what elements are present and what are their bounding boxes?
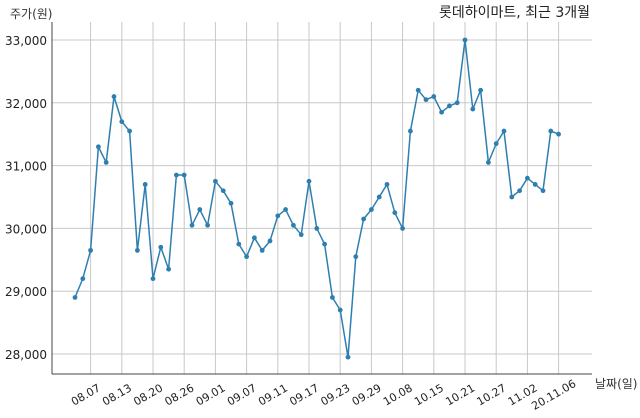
grid <box>52 22 592 374</box>
x-tick-label: 20.11.06 <box>529 377 578 413</box>
data-point <box>361 216 366 222</box>
data-point <box>174 172 179 178</box>
x-tick-label: 10.27 <box>475 381 509 408</box>
data-point <box>408 128 413 134</box>
series-line <box>74 39 559 358</box>
data-point <box>345 354 351 360</box>
data-point <box>96 144 101 150</box>
data-point <box>337 307 343 313</box>
data-point <box>252 235 257 241</box>
data-point <box>486 160 491 165</box>
data-point <box>197 207 203 212</box>
x-axis-label: 날짜(일) <box>595 377 637 391</box>
data-point <box>376 194 382 200</box>
y-tick-label: 32,000 <box>5 97 47 111</box>
data-point <box>88 247 93 253</box>
x-tick-label: 10.21 <box>443 381 477 408</box>
data-point <box>181 172 187 178</box>
y-tick-label: 29,000 <box>5 285 47 299</box>
x-tick-label: 09.17 <box>287 381 321 408</box>
data-point <box>259 247 265 253</box>
data-point <box>454 100 460 106</box>
data-point <box>439 109 444 115</box>
x-tick-label: 09.23 <box>319 381 353 408</box>
data-point <box>127 128 132 134</box>
data-point <box>369 207 374 212</box>
data-point <box>525 175 530 181</box>
data-point <box>384 182 390 187</box>
data-point <box>80 276 86 282</box>
data-point <box>150 276 156 282</box>
x-tick-label: 10.08 <box>381 381 415 408</box>
data-point <box>158 244 164 250</box>
data-point <box>142 182 148 187</box>
data-point <box>166 266 172 272</box>
x-tick-label: 08.07 <box>69 381 103 408</box>
data-point <box>462 37 468 43</box>
data-point <box>291 222 296 228</box>
data-point <box>220 188 226 194</box>
data-point <box>556 131 561 137</box>
data-point <box>470 106 476 112</box>
data-point <box>517 188 522 194</box>
data-point <box>314 226 320 231</box>
data-points <box>72 37 561 360</box>
x-tick-label: 08.13 <box>100 381 134 408</box>
data-point <box>447 103 452 109</box>
data-point <box>509 194 515 200</box>
data-point <box>244 254 250 260</box>
data-point <box>267 238 273 244</box>
y-axis-label: 주가(원) <box>10 7 52 21</box>
data-point <box>540 188 546 194</box>
data-point <box>103 160 109 165</box>
x-tick-label: 09.29 <box>350 381 384 408</box>
data-point <box>501 128 507 134</box>
data-point <box>353 254 359 260</box>
data-point <box>205 222 211 228</box>
data-point <box>119 119 125 125</box>
data-point <box>213 178 218 184</box>
data-point <box>72 295 78 300</box>
y-tick-label: 33,000 <box>5 34 47 48</box>
data-point <box>306 178 312 184</box>
data-point <box>532 182 538 187</box>
data-point <box>431 94 437 99</box>
x-tick-label: 08.26 <box>163 381 197 408</box>
data-point <box>322 241 327 247</box>
data-point <box>228 200 234 206</box>
data-point <box>400 226 405 231</box>
data-point <box>493 141 499 147</box>
data-point <box>423 97 429 103</box>
data-point <box>111 94 117 99</box>
x-tick-label: 10.15 <box>412 381 446 408</box>
chart-title: 롯데하이마트, 최근 3개월 <box>439 5 590 21</box>
x-tick-label: 09.07 <box>225 381 259 408</box>
data-point <box>478 87 483 93</box>
y-tick-label: 28,000 <box>5 348 47 362</box>
x-tick-label: 09.01 <box>194 381 228 408</box>
y-tick-label: 31,000 <box>5 160 47 174</box>
data-point <box>236 241 242 247</box>
x-tick-label: 08.20 <box>131 381 165 408</box>
data-point <box>275 213 281 219</box>
data-point <box>548 128 554 134</box>
data-point <box>283 207 288 212</box>
data-point <box>135 247 140 253</box>
x-tick-label: 09.11 <box>256 381 290 408</box>
series-line-path <box>74 39 559 358</box>
data-point <box>189 222 195 228</box>
data-point <box>298 232 304 238</box>
y-tick-label: 30,000 <box>5 222 47 236</box>
data-point <box>330 295 335 300</box>
data-point <box>392 210 398 216</box>
data-point <box>415 87 421 93</box>
